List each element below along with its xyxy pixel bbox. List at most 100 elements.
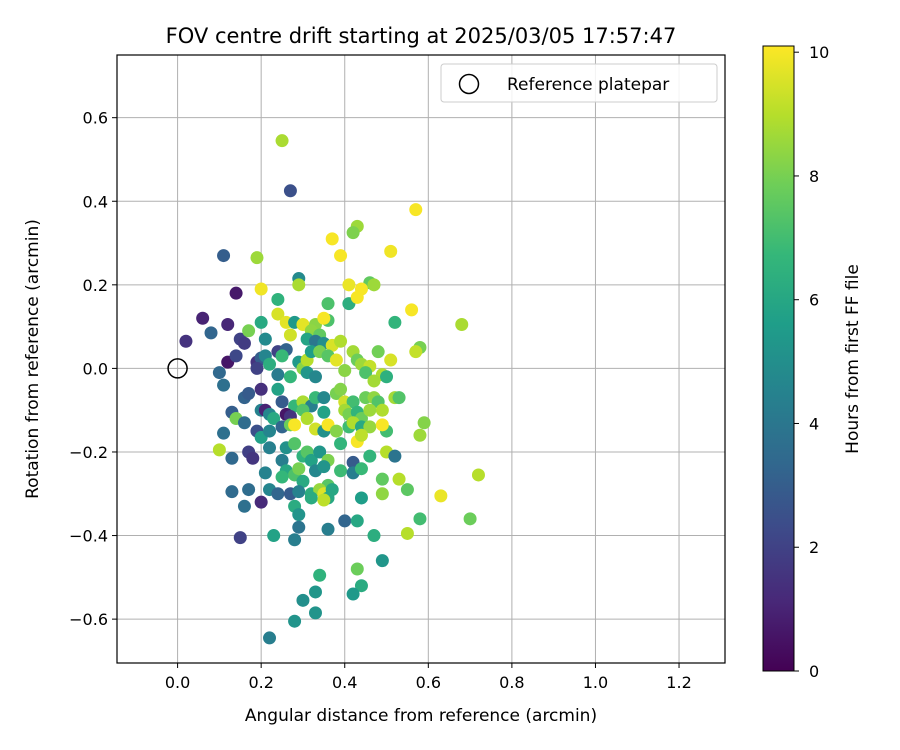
scatter-point bbox=[304, 491, 318, 505]
scatter-point bbox=[308, 370, 322, 384]
scatter-point bbox=[242, 386, 256, 400]
chart-title: FOV centre drift starting at 2025/03/05 … bbox=[166, 24, 677, 48]
scatter-point bbox=[288, 418, 302, 432]
y-tick-label: −0.4 bbox=[69, 527, 108, 546]
scatter-point bbox=[338, 514, 352, 528]
scatter-point bbox=[267, 412, 281, 426]
x-tick-label: 0.2 bbox=[248, 673, 273, 692]
scatter-point bbox=[263, 424, 277, 438]
scatter-point bbox=[254, 282, 268, 296]
scatter-point bbox=[275, 470, 289, 484]
legend-reference-marker bbox=[458, 73, 480, 95]
scatter-point bbox=[354, 491, 368, 505]
colorbar-tick-label: 2 bbox=[809, 538, 819, 557]
scatter-point bbox=[388, 449, 402, 463]
scatter-point bbox=[292, 462, 306, 476]
scatter-point bbox=[271, 382, 285, 396]
scatter-point bbox=[346, 587, 360, 601]
scatter-point bbox=[288, 437, 302, 451]
scatter-point bbox=[283, 370, 297, 384]
scatter-point bbox=[350, 562, 364, 576]
colorbar: 0 2 4 6 8 10 Hours from first FF file bbox=[762, 43, 863, 681]
scatter-point bbox=[329, 353, 343, 367]
scatter-point bbox=[313, 445, 327, 459]
scatter-point bbox=[271, 487, 285, 501]
scatter-point bbox=[254, 382, 268, 396]
x-tick-label: 0.6 bbox=[416, 673, 441, 692]
scatter-point bbox=[463, 512, 477, 526]
legend-label: Reference platepar bbox=[507, 75, 669, 95]
scatter-point bbox=[267, 529, 281, 543]
plot-area: 0.0 0.2 0.4 0.6 0.8 1.0 1.2 −0.6 −0.4 −0.2 0.0 0.2… bbox=[69, 54, 726, 692]
scatter-point bbox=[258, 332, 272, 346]
scatter-point bbox=[271, 307, 285, 321]
scatter-point bbox=[196, 311, 210, 325]
scatter-point bbox=[375, 554, 389, 568]
y-tick-label: 0.6 bbox=[83, 109, 108, 128]
scatter-point bbox=[384, 244, 398, 258]
scatter-point bbox=[300, 412, 314, 426]
x-tick-label: 0.0 bbox=[165, 673, 190, 692]
scatter-point bbox=[288, 533, 302, 547]
colorbar-tick-label: 4 bbox=[809, 414, 819, 433]
scatter-point bbox=[275, 349, 289, 363]
scatter-point bbox=[363, 449, 377, 463]
scatter-point bbox=[367, 374, 381, 388]
x-axis-ticks: 0.0 0.2 0.4 0.6 0.8 1.0 1.2 bbox=[165, 663, 692, 692]
scatter-point bbox=[313, 568, 327, 582]
scatter-point bbox=[204, 326, 218, 340]
scatter-point bbox=[388, 315, 402, 329]
scatter-point bbox=[258, 466, 272, 480]
x-tick-label: 0.8 bbox=[499, 673, 524, 692]
colorbar-tick-label: 0 bbox=[809, 662, 819, 681]
scatter-point bbox=[346, 395, 360, 409]
scatter-point bbox=[275, 395, 289, 409]
scatter-point bbox=[392, 472, 406, 486]
scatter-point bbox=[471, 468, 485, 482]
scatter-point bbox=[384, 353, 398, 367]
scatter-point bbox=[346, 226, 360, 240]
y-tick-label: 0.2 bbox=[83, 276, 108, 295]
scatter-point bbox=[292, 508, 306, 522]
scatter-point bbox=[375, 418, 389, 432]
plot-frame bbox=[116, 54, 726, 664]
scatter-point bbox=[225, 451, 239, 465]
scatter-point bbox=[229, 286, 243, 300]
y-tick-label: 0.0 bbox=[83, 359, 108, 378]
scatter-point bbox=[288, 614, 302, 628]
scatter-point bbox=[254, 315, 268, 329]
x-tick-label: 0.4 bbox=[332, 673, 357, 692]
scatter-point bbox=[283, 328, 297, 342]
scatter-point bbox=[292, 520, 306, 534]
x-tick-label: 1.0 bbox=[583, 673, 608, 692]
scatter-point bbox=[354, 579, 368, 593]
scatter-point bbox=[334, 437, 348, 451]
scatter-point bbox=[392, 391, 406, 405]
scatter-point bbox=[342, 278, 356, 292]
scatter-point bbox=[179, 334, 193, 348]
scatter-point bbox=[229, 349, 243, 363]
scatter-point bbox=[271, 368, 285, 382]
legend: Reference platepar bbox=[440, 63, 718, 103]
scatter-point bbox=[292, 485, 306, 499]
scatter-point bbox=[275, 453, 289, 467]
scatter-point bbox=[317, 460, 331, 474]
scatter-point bbox=[334, 249, 348, 263]
scatter-point bbox=[250, 361, 264, 375]
scatter-point bbox=[350, 514, 364, 528]
scatter-point bbox=[329, 424, 343, 438]
scatter-point bbox=[380, 370, 394, 384]
scatter-point bbox=[367, 278, 381, 292]
scatter-point bbox=[296, 593, 310, 607]
scatter-point bbox=[334, 464, 348, 478]
scatter-point bbox=[375, 487, 389, 501]
scatter-point bbox=[263, 357, 277, 371]
scatter-point bbox=[409, 345, 423, 359]
scatter-point bbox=[233, 531, 247, 545]
scatter-point bbox=[275, 134, 289, 148]
scatter-point bbox=[292, 278, 306, 292]
scatter-point bbox=[317, 405, 331, 419]
scatter-point bbox=[400, 483, 414, 497]
scatter-point bbox=[263, 631, 277, 645]
y-tick-label: −0.2 bbox=[69, 443, 108, 462]
